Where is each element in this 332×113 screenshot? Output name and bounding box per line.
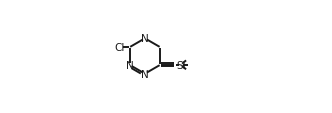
Text: Si: Si — [176, 60, 186, 70]
Text: N: N — [126, 60, 133, 70]
Text: Cl: Cl — [115, 43, 125, 53]
Text: N: N — [141, 34, 149, 44]
Text: N: N — [141, 69, 149, 79]
